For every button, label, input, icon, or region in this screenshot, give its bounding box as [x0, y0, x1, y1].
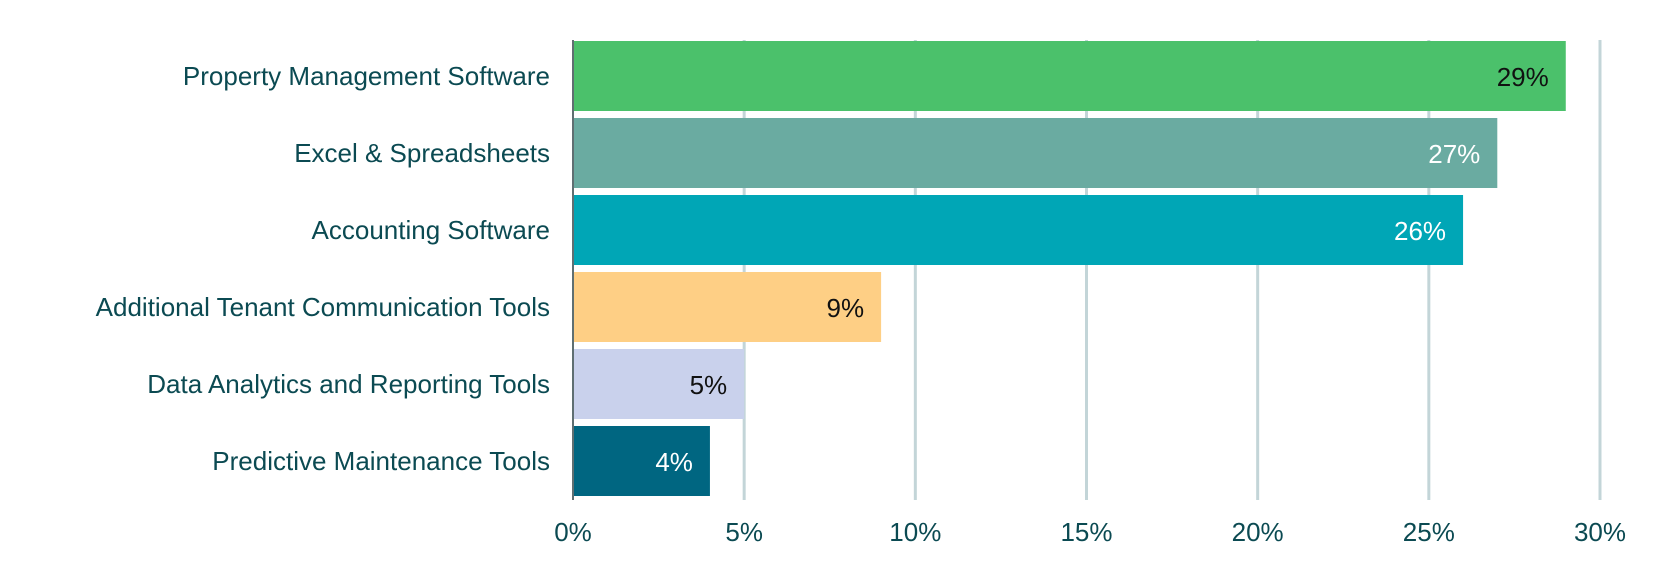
x-tick-label-10: 10%: [889, 517, 941, 547]
gridlines: [742, 40, 1602, 500]
x-tick-label-15: 15%: [1060, 517, 1112, 547]
category-labels: Property Management Software Excel & Spre…: [96, 61, 550, 476]
value-label-0: 29%: [1497, 62, 1549, 92]
bar-4: [573, 349, 745, 419]
category-label-5: Predictive Maintenance Tools: [212, 446, 550, 476]
value-label-1: 27%: [1428, 139, 1480, 169]
category-label-0: Property Management Software: [183, 61, 550, 91]
x-tick-labels: 0% 5% 10% 15% 20% 25% 30%: [554, 517, 1626, 547]
x-tick-label-25: 25%: [1403, 517, 1455, 547]
x-tick-label-0: 0%: [554, 517, 592, 547]
category-label-1: Excel & Spreadsheets: [294, 138, 550, 168]
category-label-4: Data Analytics and Reporting Tools: [147, 369, 550, 399]
x-tick-label-30: 30%: [1574, 517, 1626, 547]
category-label-3: Additional Tenant Communication Tools: [96, 292, 550, 322]
value-label-4: 5%: [690, 370, 728, 400]
bar-2: [573, 195, 1464, 265]
bar-3: [573, 272, 882, 342]
x-tick-label-5: 5%: [725, 517, 763, 547]
bars: [573, 41, 1566, 496]
value-labels: 29% 27% 26% 9% 5% 4%: [655, 62, 1548, 477]
bar-0: [573, 41, 1566, 111]
category-label-2: Accounting Software: [312, 215, 550, 245]
value-label-3: 9%: [827, 293, 865, 323]
x-tick-label-20: 20%: [1232, 517, 1284, 547]
bar-1: [573, 118, 1498, 188]
value-label-5: 4%: [655, 447, 693, 477]
value-label-2: 26%: [1394, 216, 1446, 246]
bar-5: [573, 426, 710, 496]
